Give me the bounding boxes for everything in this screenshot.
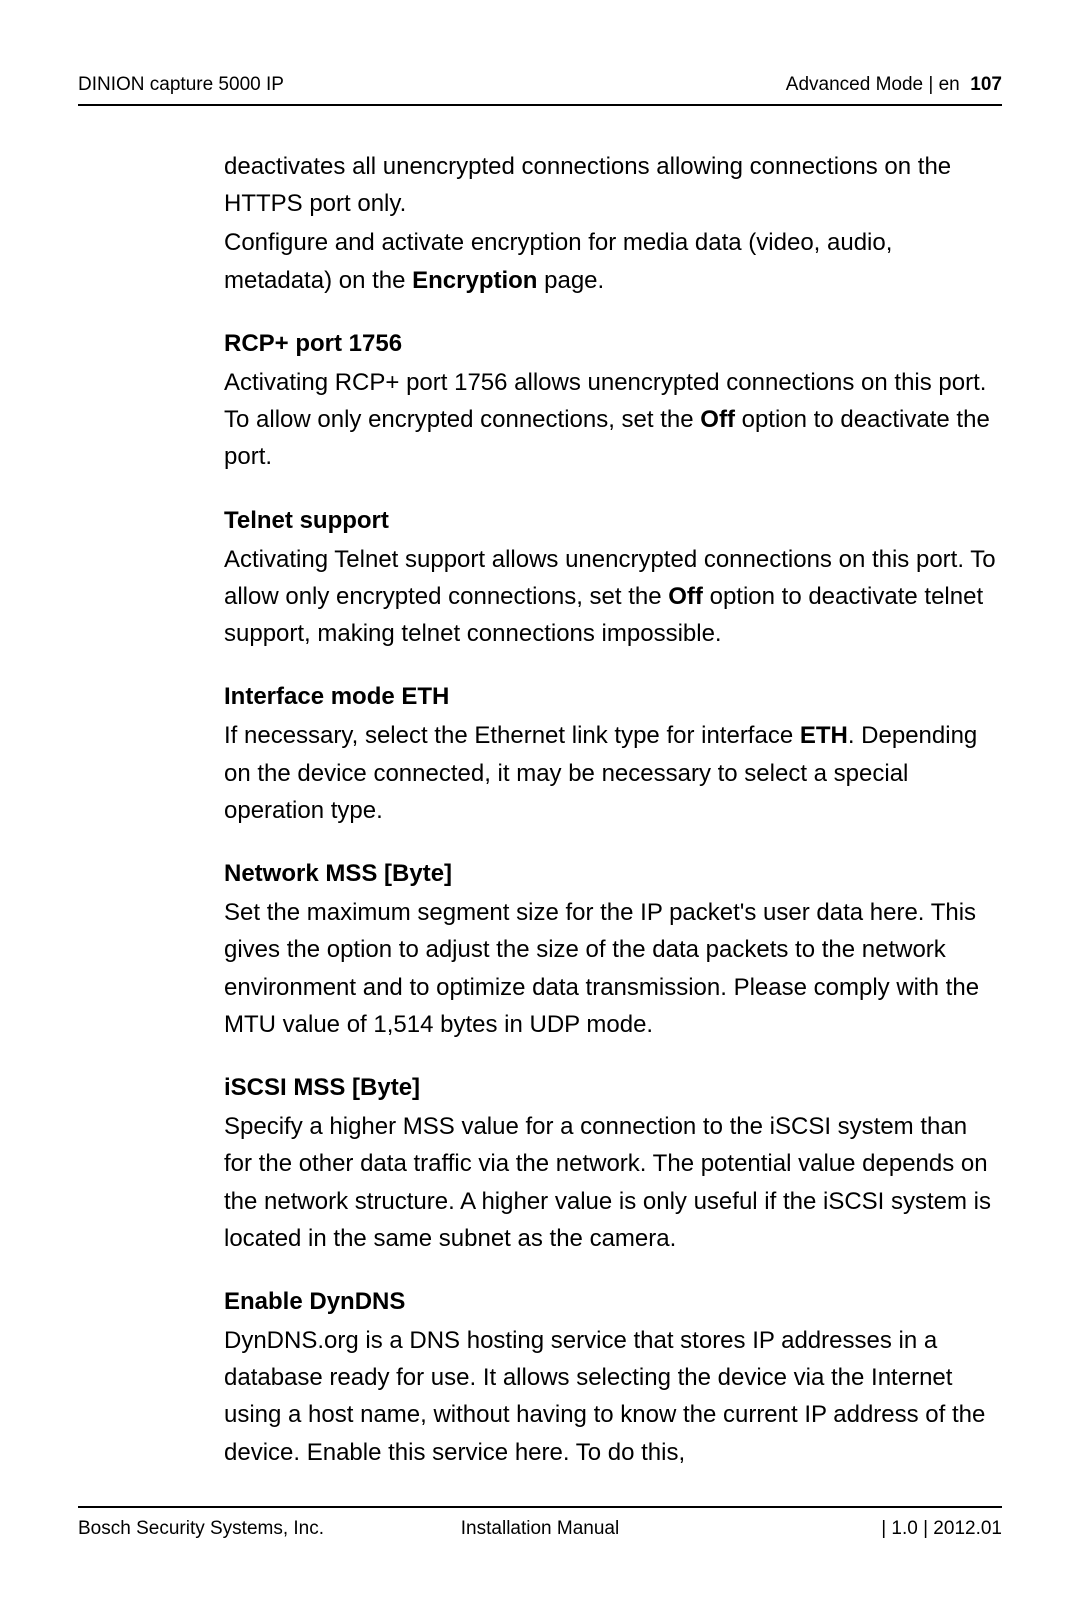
heading-telnet: Telnet support	[224, 502, 998, 539]
heading-eth: Interface mode ETH	[224, 678, 998, 715]
paragraph-eth: If necessary, select the Ethernet link t…	[224, 717, 998, 829]
bold-off: Off	[668, 583, 703, 610]
paragraph-dyndns: DynDNS.org is a DNS hosting service that…	[224, 1322, 998, 1471]
paragraph-telnet: Activating Telnet support allows unencry…	[224, 541, 998, 653]
bold-encryption: Encryption	[412, 267, 537, 294]
text-run: If necessary, select the Ethernet link t…	[224, 722, 800, 749]
header-section-label: Advanced Mode | en	[786, 74, 960, 95]
paragraph-iscsi: Specify a higher MSS value for a connect…	[224, 1108, 998, 1257]
header-right: Advanced Mode | en 107	[786, 74, 1002, 96]
paragraph-rcp: Activating RCP+ port 1756 allows unencry…	[224, 364, 998, 476]
intro-paragraph-1: deactivates all unencrypted connections …	[224, 148, 998, 222]
heading-iscsi: iSCSI MSS [Byte]	[224, 1069, 998, 1106]
paragraph-mss: Set the maximum segment size for the IP …	[224, 894, 998, 1043]
footer-center: Installation Manual	[386, 1518, 694, 1540]
page-footer: Bosch Security Systems, Inc. Installatio…	[78, 1506, 1002, 1540]
footer-right: | 1.0 | 2012.01	[694, 1518, 1002, 1540]
text-run: page.	[537, 267, 604, 294]
intro-paragraph-2: Configure and activate encryption for me…	[224, 224, 998, 298]
page-number: 107	[970, 74, 1002, 95]
heading-mss: Network MSS [Byte]	[224, 855, 998, 892]
header-left: DINION capture 5000 IP	[78, 74, 284, 96]
body-text: deactivates all unencrypted connections …	[224, 148, 998, 1471]
bold-eth: ETH	[800, 722, 848, 749]
heading-dyndns: Enable DynDNS	[224, 1283, 998, 1320]
page-header: DINION capture 5000 IP Advanced Mode | e…	[78, 74, 1002, 106]
bold-off: Off	[700, 406, 735, 433]
page: DINION capture 5000 IP Advanced Mode | e…	[0, 0, 1080, 1618]
footer-left: Bosch Security Systems, Inc.	[78, 1518, 386, 1540]
heading-rcp: RCP+ port 1756	[224, 325, 998, 362]
